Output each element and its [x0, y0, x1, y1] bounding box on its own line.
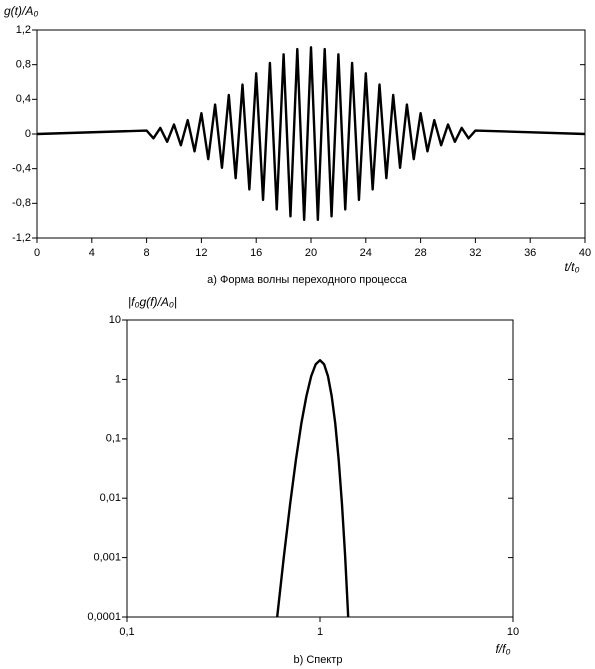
x-tick-label: 40 — [579, 247, 591, 259]
x-tick-label: 28 — [414, 247, 426, 259]
y-tick-label: 10 — [109, 314, 121, 326]
y-axis-label: g(t)/A₀ — [4, 4, 38, 18]
y-tick-label: -1,2 — [12, 232, 31, 244]
y-tick-label: 1 — [115, 373, 121, 385]
chart-caption: а) Форма волны переходного процесса — [207, 274, 408, 286]
x-tick-label: 12 — [195, 247, 207, 259]
y-tick-label: 0,0001 — [87, 611, 121, 623]
x-tick-label: 24 — [360, 247, 372, 259]
chart-caption: b) Спектр — [294, 654, 343, 666]
x-tick-label: 20 — [305, 247, 317, 259]
y-tick-label: -0,8 — [12, 197, 31, 209]
x-tick-label: 16 — [250, 247, 262, 259]
data-line — [275, 359, 350, 618]
x-tick-label: 10 — [507, 626, 519, 638]
data-line — [36, 46, 586, 221]
y-tick-label: 0 — [25, 128, 31, 140]
y-tick-label: 0,01 — [100, 492, 121, 504]
y-tick-label: -0,4 — [12, 163, 31, 175]
y-tick-label: 1,2 — [16, 24, 31, 36]
plot-frame — [126, 319, 514, 618]
x-tick-label: 8 — [144, 247, 150, 259]
y-tick-label: 0,8 — [16, 59, 31, 71]
y-axis-label: |f₀g(f)/A₀| — [128, 295, 177, 309]
x-axis-label: f/f₀ — [495, 642, 510, 656]
x-axis-label: t/t₀ — [564, 260, 579, 274]
x-tick-label: 0 — [34, 247, 40, 259]
y-tick-label: 0,4 — [16, 93, 31, 105]
x-tick-label: 36 — [524, 247, 536, 259]
x-tick-label: 1 — [317, 626, 323, 638]
x-tick-label: 0,1 — [119, 626, 134, 638]
y-tick-label: 0,001 — [93, 552, 121, 564]
x-tick-label: 4 — [89, 247, 95, 259]
x-tick-label: 32 — [469, 247, 481, 259]
y-tick-label: 0,1 — [106, 433, 121, 445]
